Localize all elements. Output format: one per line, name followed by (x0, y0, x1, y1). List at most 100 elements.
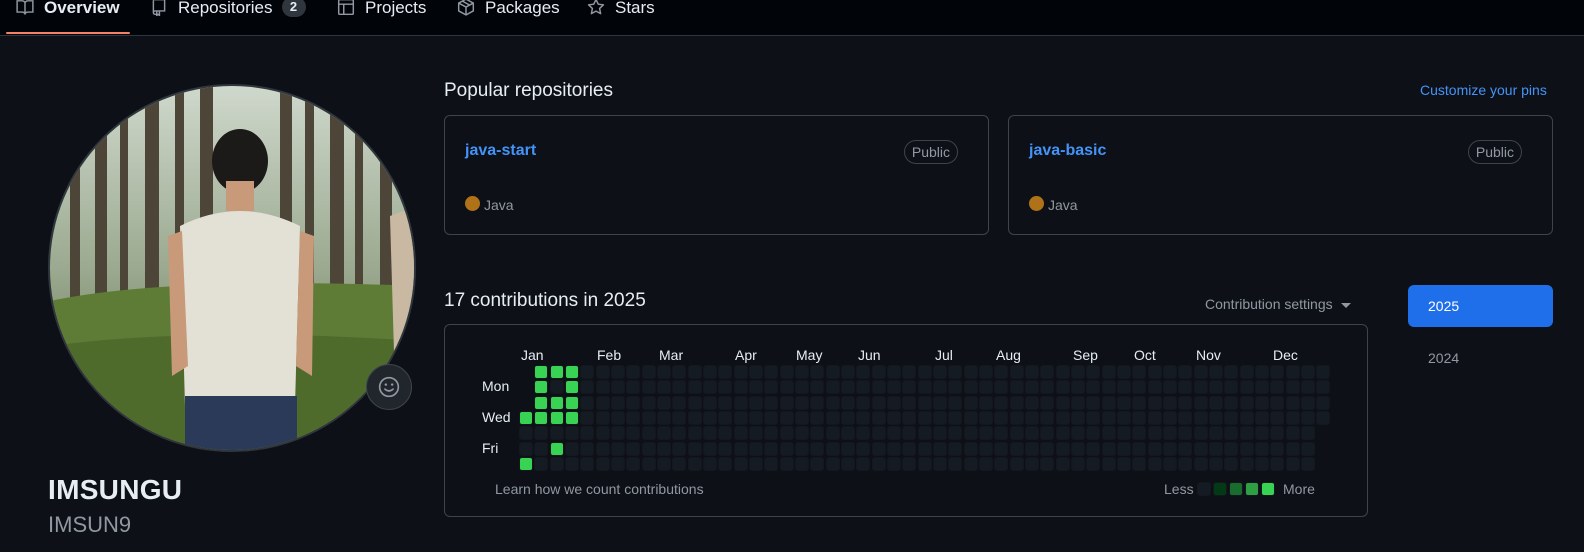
contribution-day-cell[interactable] (1148, 396, 1161, 409)
contribution-day-cell[interactable] (673, 442, 686, 455)
contribution-day-cell[interactable] (964, 366, 977, 378)
contribution-day-cell[interactable] (841, 427, 854, 440)
contribution-day-cell[interactable] (903, 381, 916, 394)
contribution-day-cell[interactable] (1271, 442, 1284, 455)
contribution-day-cell[interactable] (1179, 396, 1192, 409)
contribution-day-cell[interactable] (719, 366, 732, 378)
contribution-day-cell[interactable] (657, 366, 670, 378)
contribution-day-cell[interactable] (1087, 381, 1100, 394)
contribution-day-cell[interactable] (1148, 457, 1161, 470)
contribution-day-cell[interactable] (657, 396, 670, 409)
contribution-day-cell[interactable] (995, 381, 1008, 394)
contribution-day-cell[interactable] (841, 411, 854, 424)
contribution-day-cell[interactable] (749, 411, 762, 424)
contribution-day-cell[interactable] (535, 427, 548, 440)
contribution-day-cell[interactable] (1301, 411, 1314, 424)
contribution-day-cell[interactable] (1056, 457, 1069, 470)
contribution-day-cell[interactable] (826, 381, 839, 394)
contribution-day-cell[interactable] (765, 411, 778, 424)
contribution-day-cell[interactable] (1255, 411, 1268, 424)
contribution-day-cell[interactable] (1286, 396, 1299, 409)
contribution-day-cell[interactable] (1194, 411, 1207, 424)
contribution-day-cell[interactable] (719, 411, 732, 424)
contribution-day-cell[interactable] (1087, 427, 1100, 440)
contribution-day-cell[interactable] (535, 457, 548, 470)
tab-packages[interactable]: Packages (457, 0, 560, 35)
contribution-day-cell[interactable] (1025, 442, 1038, 455)
contribution-day-cell[interactable] (857, 366, 870, 378)
contribution-day-cell[interactable] (949, 366, 962, 378)
contribution-day-cell[interactable] (1209, 366, 1222, 378)
contribution-day-cell[interactable] (1179, 366, 1192, 378)
contribution-day-cell[interactable] (1102, 381, 1115, 394)
contribution-day-cell[interactable] (979, 366, 992, 378)
contribution-day-cell[interactable] (535, 411, 548, 424)
contribution-day-cell[interactable] (1194, 457, 1207, 470)
contribution-day-cell[interactable] (841, 457, 854, 470)
contribution-day-cell[interactable] (535, 381, 548, 394)
contribution-day-cell[interactable] (1240, 427, 1253, 440)
contribution-day-cell[interactable] (734, 411, 747, 424)
contribution-day-cell[interactable] (811, 442, 824, 455)
contribution-day-cell[interactable] (1133, 442, 1146, 455)
contribution-day-cell[interactable] (765, 442, 778, 455)
contribution-day-cell[interactable] (550, 442, 563, 455)
contribution-day-cell[interactable] (627, 411, 640, 424)
contribution-day-cell[interactable] (811, 411, 824, 424)
contribution-day-cell[interactable] (1025, 381, 1038, 394)
contribution-day-cell[interactable] (673, 396, 686, 409)
contribution-day-cell[interactable] (535, 396, 548, 409)
contribution-day-cell[interactable] (1225, 427, 1238, 440)
contribution-day-cell[interactable] (918, 381, 931, 394)
contribution-day-cell[interactable] (1255, 366, 1268, 378)
contribution-day-cell[interactable] (979, 457, 992, 470)
contribution-day-cell[interactable] (627, 427, 640, 440)
contribution-day-cell[interactable] (673, 427, 686, 440)
contribution-day-cell[interactable] (857, 457, 870, 470)
contribution-day-cell[interactable] (596, 381, 609, 394)
contribution-day-cell[interactable] (811, 457, 824, 470)
contribution-day-cell[interactable] (749, 381, 762, 394)
contribution-day-cell[interactable] (642, 442, 655, 455)
contribution-day-cell[interactable] (1056, 427, 1069, 440)
contribution-day-cell[interactable] (1255, 442, 1268, 455)
contribution-day-cell[interactable] (872, 396, 885, 409)
contribution-day-cell[interactable] (1010, 427, 1023, 440)
contribution-day-cell[interactable] (1179, 427, 1192, 440)
contribution-day-cell[interactable] (565, 411, 578, 424)
contribution-day-cell[interactable] (780, 427, 793, 440)
contribution-day-cell[interactable] (887, 442, 900, 455)
contribution-day-cell[interactable] (1102, 442, 1115, 455)
contribution-day-cell[interactable] (581, 457, 594, 470)
contribution-day-cell[interactable] (1025, 411, 1038, 424)
contribution-day-cell[interactable] (857, 396, 870, 409)
contribution-day-cell[interactable] (734, 427, 747, 440)
contribution-day-cell[interactable] (565, 442, 578, 455)
contribution-day-cell[interactable] (1117, 411, 1130, 424)
contribution-day-cell[interactable] (857, 411, 870, 424)
contribution-day-cell[interactable] (964, 396, 977, 409)
contribution-day-cell[interactable] (1271, 396, 1284, 409)
contribution-day-cell[interactable] (1148, 381, 1161, 394)
contribution-day-cell[interactable] (627, 396, 640, 409)
contribution-day-cell[interactable] (657, 457, 670, 470)
contribution-day-cell[interactable] (734, 396, 747, 409)
contribution-day-cell[interactable] (933, 396, 946, 409)
contribution-day-cell[interactable] (1133, 427, 1146, 440)
contribution-day-cell[interactable] (1317, 411, 1330, 424)
contribution-day-cell[interactable] (795, 442, 808, 455)
contribution-day-cell[interactable] (1209, 396, 1222, 409)
contribution-day-cell[interactable] (918, 427, 931, 440)
contribution-day-cell[interactable] (1087, 411, 1100, 424)
contribution-day-cell[interactable] (1041, 411, 1054, 424)
contribution-day-cell[interactable] (1087, 457, 1100, 470)
contribution-day-cell[interactable] (887, 396, 900, 409)
contribution-day-cell[interactable] (1225, 442, 1238, 455)
contribution-day-cell[interactable] (734, 366, 747, 378)
contribution-day-cell[interactable] (903, 366, 916, 378)
contribution-day-cell[interactable] (719, 396, 732, 409)
contribution-day-cell[interactable] (1209, 411, 1222, 424)
contribution-day-cell[interactable] (1056, 396, 1069, 409)
contribution-day-cell[interactable] (1194, 381, 1207, 394)
contribution-day-cell[interactable] (1301, 442, 1314, 455)
